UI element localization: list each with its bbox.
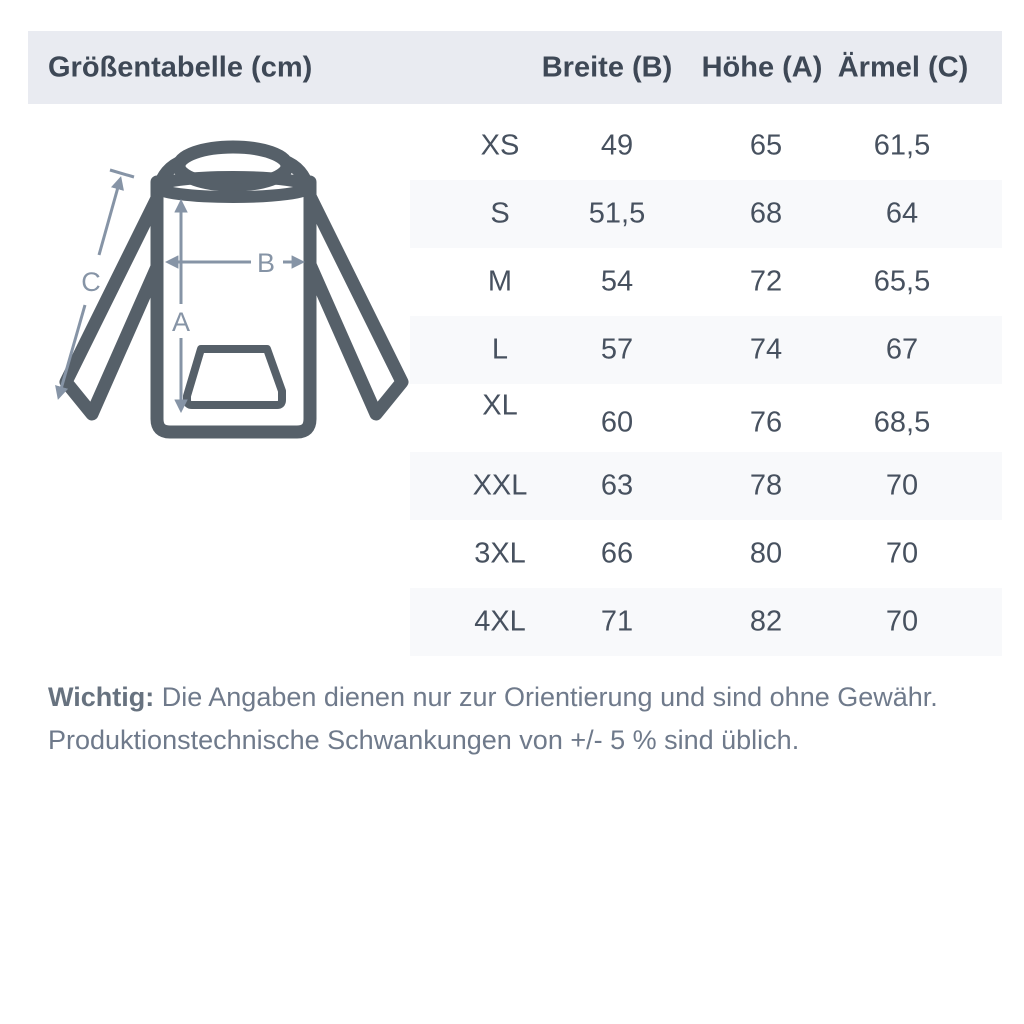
size-cell: S — [490, 197, 510, 230]
column-header-hoehe: Höhe (A) — [701, 51, 823, 83]
table-row-m: M 54 72 65,5 — [410, 248, 1002, 316]
measure-label-a: A — [172, 307, 190, 337]
aermel-cell: 65,5 — [873, 265, 931, 298]
aermel-cell: 67 — [885, 333, 919, 366]
hood-collar-outline — [151, 171, 315, 203]
aermel-cell: 64 — [885, 197, 919, 230]
size-cell: XL — [482, 389, 518, 422]
breite-cell: 49 — [600, 129, 634, 162]
table-row-xxl: XXL 63 78 70 — [410, 452, 1002, 520]
breite-cell: 63 — [600, 469, 634, 502]
measure-tick-c — [109, 168, 135, 179]
table-header-bar: Größentabelle (cm) Breite (B) Höhe (A) Ä… — [28, 31, 1002, 104]
hoehe-cell: 76 — [749, 406, 783, 439]
size-cell: XS — [480, 129, 520, 162]
hoehe-cell: 72 — [749, 265, 783, 298]
disclaimer-note: Wichtig: Die Angaben dienen nur zur Orie… — [48, 676, 978, 762]
pocket-outline — [183, 345, 286, 409]
breite-cell: 54 — [600, 265, 634, 298]
hoodie-measurement-diagram: A B C — [55, 140, 409, 439]
note-line-1: Wichtig: Die Angaben dienen nur zur Orie… — [48, 676, 978, 719]
table-row-s: S 51,5 68 64 — [410, 180, 1002, 248]
column-header-breite: Breite (B) — [541, 51, 673, 83]
hoehe-cell: 80 — [749, 537, 783, 570]
note-label: Wichtig: — [48, 682, 155, 712]
size-cell: L — [491, 333, 509, 366]
measure-arrow-c-top — [97, 176, 124, 256]
table-row-xl: XL 60 76 68,5 — [410, 384, 1002, 452]
breite-cell: 66 — [600, 537, 634, 570]
breite-cell: 51,5 — [588, 197, 646, 230]
table-row-l: L 57 74 67 — [410, 316, 1002, 384]
table-row-4xl: 4XL 71 82 70 — [410, 588, 1002, 656]
aermel-cell: 61,5 — [873, 129, 931, 162]
breite-cell: 60 — [600, 406, 634, 439]
hoehe-cell: 82 — [749, 605, 783, 638]
note-text-2: Produktionstechnische Schwankungen von +… — [48, 725, 800, 755]
note-text-1: Die Angaben dienen nur zur Orientierung … — [161, 682, 938, 712]
breite-cell: 57 — [600, 333, 634, 366]
hoehe-cell: 65 — [749, 129, 783, 162]
sleeve-left-outline — [59, 177, 171, 421]
size-cell: 4XL — [474, 605, 526, 638]
measure-label-c: C — [81, 267, 101, 297]
hoehe-cell: 74 — [749, 333, 783, 366]
aermel-cell: 70 — [885, 605, 919, 638]
aermel-cell: 68,5 — [873, 406, 931, 439]
column-header-aermel: Ärmel (C) — [837, 51, 969, 83]
sleeve-right-outline — [297, 177, 409, 421]
page-title: Größentabelle (cm) — [48, 51, 313, 83]
breite-cell: 71 — [600, 605, 634, 638]
hoehe-cell: 78 — [749, 469, 783, 502]
table-row-3xl: 3XL 66 80 70 — [410, 520, 1002, 588]
aermel-cell: 70 — [885, 537, 919, 570]
table-row-xs: XS 49 65 61,5 — [410, 112, 1002, 180]
aermel-cell: 70 — [885, 469, 919, 502]
size-cell: 3XL — [474, 537, 526, 570]
size-table: XS 49 65 61,5 S 51,5 68 64 M 54 72 65,5 … — [410, 112, 1002, 656]
measure-arrow-c-bottom — [55, 304, 87, 400]
size-cell: XXL — [472, 469, 528, 502]
size-cell: M — [487, 265, 513, 298]
measure-label-b: B — [257, 248, 275, 278]
hoehe-cell: 68 — [749, 197, 783, 230]
